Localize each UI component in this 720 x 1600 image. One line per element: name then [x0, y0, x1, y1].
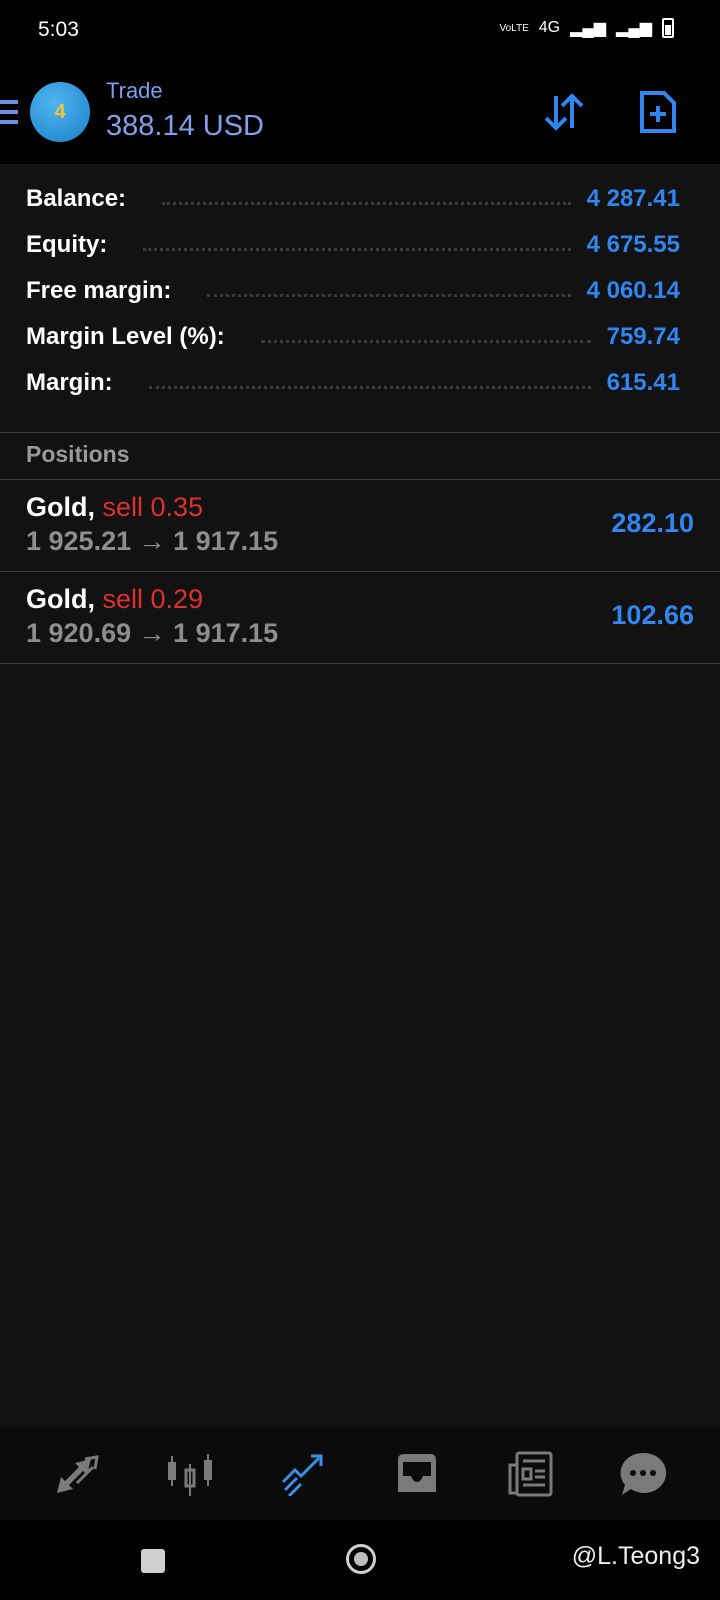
position-symbol: Gold,	[26, 584, 95, 614]
news-icon	[508, 1451, 553, 1497]
label: Balance:	[26, 185, 127, 212]
nav-quotes[interactable]	[47, 1444, 107, 1504]
label: Margin:	[26, 369, 113, 396]
value: 4 675.55	[586, 231, 680, 258]
network-type: 4G	[538, 19, 561, 36]
account-row-equity: Equity: 4 675.55	[0, 222, 720, 268]
sort-button[interactable]	[540, 88, 588, 136]
account-row-margin-level: Margin Level (%): 759.74	[0, 314, 720, 360]
sort-icon	[544, 93, 584, 131]
messages-icon	[620, 1452, 667, 1495]
nav-chart[interactable]	[160, 1444, 220, 1504]
dots	[162, 193, 571, 205]
status-bar: 5:03 VoLTE 4G ▂▄▆ ▂▄▆	[0, 0, 720, 62]
dots	[260, 331, 591, 343]
trade-icon	[282, 1454, 323, 1496]
value: 615.41	[606, 369, 680, 396]
dots	[143, 239, 571, 251]
label: Equity:	[26, 231, 108, 258]
volte-icon: VoLTE	[499, 22, 529, 34]
position-side: sell 0.35	[102, 492, 204, 522]
position-title: Gold, sell 0.35	[26, 492, 203, 523]
header-title: 388.14 USD	[106, 110, 264, 142]
position-profit: 102.66	[611, 600, 694, 630]
position-prices: 1 920.69 → 1 917.15	[26, 618, 279, 648]
label: Free margin:	[26, 277, 172, 304]
recents-button[interactable]	[141, 1549, 165, 1573]
home-button[interactable]	[346, 1544, 376, 1574]
nav-trade[interactable]	[273, 1444, 333, 1504]
new-order-button[interactable]	[634, 88, 682, 136]
position-row[interactable]: Gold, sell 0.29 1 920.69 → 1 917.15 102.…	[0, 572, 720, 664]
value: 4 287.41	[586, 185, 680, 212]
quotes-icon	[56, 1455, 99, 1493]
nav-messages[interactable]	[613, 1444, 673, 1504]
value: 759.74	[606, 323, 680, 350]
value: 4 060.14	[586, 277, 680, 304]
label: Margin Level (%):	[26, 323, 225, 350]
chart-icon	[167, 1454, 212, 1496]
position-symbol: Gold,	[26, 492, 95, 522]
position-title: Gold, sell 0.29	[26, 584, 203, 615]
account-row-balance: Balance: 4 287.41	[0, 176, 720, 222]
nav-history[interactable]	[387, 1444, 447, 1504]
system-nav: @L.Teong3	[0, 1520, 720, 1600]
position-profit: 282.10	[611, 508, 694, 538]
new-document-icon	[640, 91, 676, 133]
position-prices: 1 925.21 → 1 917.15	[26, 526, 279, 556]
history-icon	[397, 1454, 436, 1492]
status-time: 5:03	[38, 18, 79, 41]
signal-icon: ▂▄▆	[570, 20, 607, 37]
nav-news[interactable]	[500, 1444, 560, 1504]
account-row-free-margin: Free margin: 4 060.14	[0, 268, 720, 314]
menu-icon[interactable]	[0, 100, 18, 124]
battery-icon	[662, 18, 674, 38]
position-row[interactable]: Gold, sell 0.35 1 925.21 → 1 917.15 282.…	[0, 480, 720, 572]
positions-header: Positions	[0, 432, 720, 480]
signal-icon-2: ▂▄▆	[616, 20, 652, 37]
app-header: 4 Trade 388.14 USD	[0, 62, 720, 164]
dots	[148, 377, 591, 389]
position-side: sell 0.29	[102, 584, 204, 614]
dots	[207, 285, 571, 297]
account-summary: Balance: 4 287.41 Equity: 4 675.55 Free ma…	[0, 164, 720, 406]
header-subtitle: Trade	[106, 78, 163, 103]
app-logo: 4	[30, 82, 90, 142]
account-row-margin: Margin: 615.41	[0, 360, 720, 406]
bottom-nav	[0, 1428, 720, 1520]
watermark: @L.Teong3	[571, 1542, 700, 1570]
